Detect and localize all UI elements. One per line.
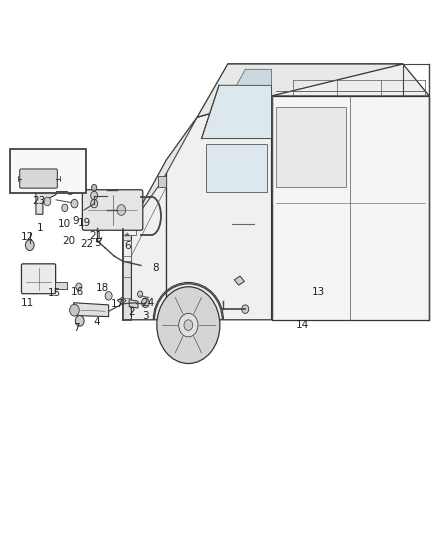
Text: 5: 5 [94,238,101,248]
Circle shape [179,313,198,337]
Polygon shape [123,213,136,235]
Polygon shape [74,303,109,317]
Polygon shape [129,300,138,308]
Circle shape [71,199,78,208]
Text: 19: 19 [78,218,91,228]
Circle shape [62,204,68,212]
Circle shape [105,292,112,300]
Polygon shape [206,144,267,192]
Polygon shape [166,96,272,320]
Bar [55,282,67,289]
Polygon shape [237,69,272,85]
Text: 6: 6 [124,241,131,251]
Text: 22: 22 [80,239,93,248]
Text: 15: 15 [48,288,61,298]
Text: 18: 18 [96,283,110,293]
Text: ★: ★ [124,231,130,238]
Polygon shape [228,64,429,96]
Circle shape [76,283,82,290]
Text: 8: 8 [152,263,159,272]
Polygon shape [276,107,346,187]
Polygon shape [272,96,429,320]
Circle shape [70,304,79,316]
Text: 16: 16 [71,287,84,297]
Text: 3: 3 [142,311,149,320]
Polygon shape [131,117,197,224]
Polygon shape [123,224,131,320]
Polygon shape [234,276,244,285]
Text: 7: 7 [73,323,80,333]
Circle shape [44,197,51,206]
Text: 1: 1 [37,223,44,233]
Circle shape [25,240,34,251]
Circle shape [91,191,98,200]
Polygon shape [36,185,56,214]
Polygon shape [123,240,131,261]
Text: 9: 9 [72,216,79,226]
Circle shape [138,291,143,297]
Text: 10: 10 [58,219,71,229]
Text: 12: 12 [21,232,34,242]
FancyBboxPatch shape [20,169,57,188]
Text: 20: 20 [63,236,76,246]
Circle shape [117,205,126,215]
Circle shape [184,320,193,330]
Polygon shape [201,85,272,139]
Text: 21: 21 [90,231,103,240]
Circle shape [242,305,249,313]
Polygon shape [117,297,126,304]
Text: 17: 17 [111,299,124,309]
Circle shape [91,199,98,208]
Text: 24: 24 [141,298,155,308]
Text: 13: 13 [312,287,325,297]
Polygon shape [158,176,166,187]
FancyBboxPatch shape [21,264,56,294]
Text: 4: 4 [94,318,101,327]
Circle shape [92,184,97,191]
FancyBboxPatch shape [82,190,143,230]
Circle shape [67,187,73,195]
Text: 23: 23 [32,197,45,206]
Circle shape [157,287,220,364]
Bar [10,149,86,193]
Circle shape [141,298,149,308]
Polygon shape [131,160,166,320]
Text: 14: 14 [296,320,309,330]
Text: 2: 2 [128,307,135,317]
Polygon shape [197,64,403,117]
Text: 11: 11 [21,298,34,308]
Circle shape [75,316,84,326]
